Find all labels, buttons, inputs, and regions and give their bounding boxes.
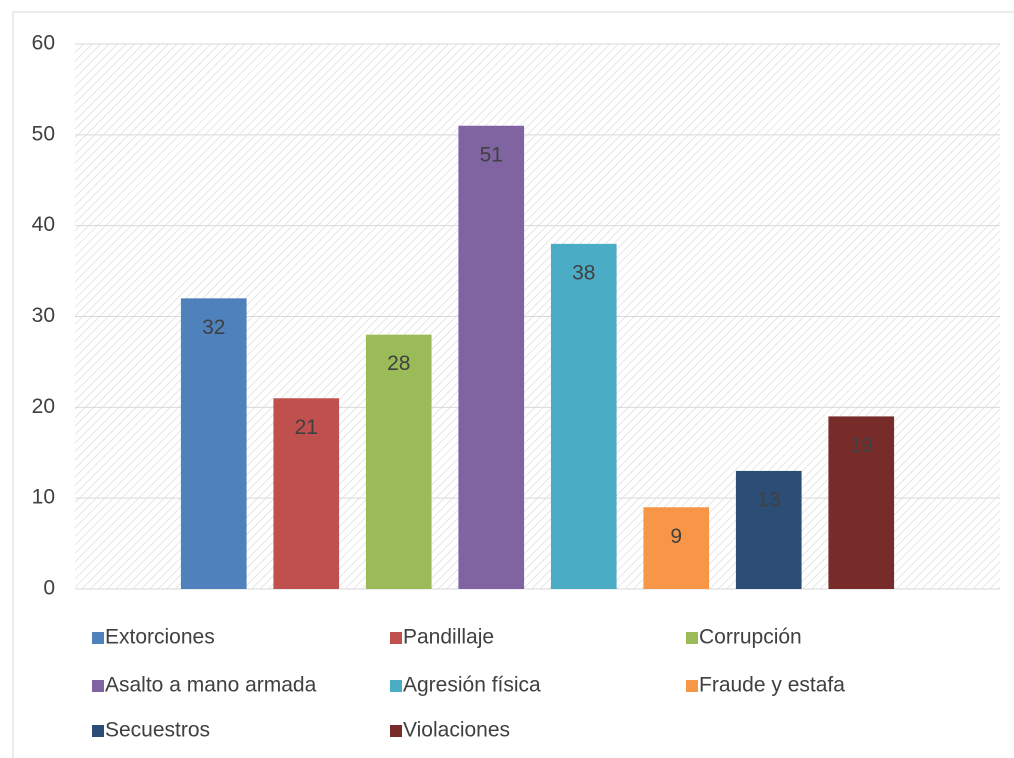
- legend-swatch: [686, 680, 698, 692]
- y-tick-label: 60: [32, 32, 55, 55]
- bar: [458, 125, 525, 589]
- legend-swatch: [390, 632, 402, 644]
- bar: [643, 507, 710, 589]
- data-label: 21: [295, 416, 318, 439]
- bar: [365, 334, 432, 589]
- legend-label: Pandillaje: [403, 626, 494, 649]
- bar: [550, 243, 617, 590]
- bar: [735, 470, 802, 589]
- data-label: 32: [202, 316, 225, 339]
- bar: [273, 398, 340, 589]
- bar: [828, 416, 895, 589]
- y-tick-label: 10: [32, 486, 55, 509]
- legend-swatch: [686, 632, 698, 644]
- data-label: 9: [670, 525, 682, 548]
- legend-swatch: [92, 680, 104, 692]
- y-tick-label: 30: [32, 304, 55, 327]
- legend-swatch: [390, 680, 402, 692]
- legend-label: Fraude y estafa: [699, 674, 845, 697]
- legend-label: Corrupción: [699, 626, 802, 649]
- data-label: 51: [480, 143, 503, 166]
- y-tick-label: 40: [32, 213, 55, 236]
- legend-label: Asalto a mano armada: [105, 674, 317, 697]
- data-label: 38: [572, 261, 595, 284]
- legend-swatch: [390, 725, 402, 737]
- data-label: 19: [850, 434, 873, 457]
- data-label: 13: [757, 488, 780, 511]
- y-tick-label: 0: [43, 577, 55, 600]
- legend-swatch: [92, 725, 104, 737]
- legend-swatch: [92, 632, 104, 644]
- y-tick-label: 50: [32, 122, 55, 145]
- legend-label: Violaciones: [403, 719, 510, 742]
- legend-label: Extorciones: [105, 626, 215, 649]
- legend-label: Secuestros: [105, 719, 210, 742]
- bar: [180, 298, 247, 589]
- y-tick-label: 20: [32, 395, 55, 418]
- data-label: 28: [387, 352, 410, 375]
- legend-label: Agresión física: [403, 674, 541, 697]
